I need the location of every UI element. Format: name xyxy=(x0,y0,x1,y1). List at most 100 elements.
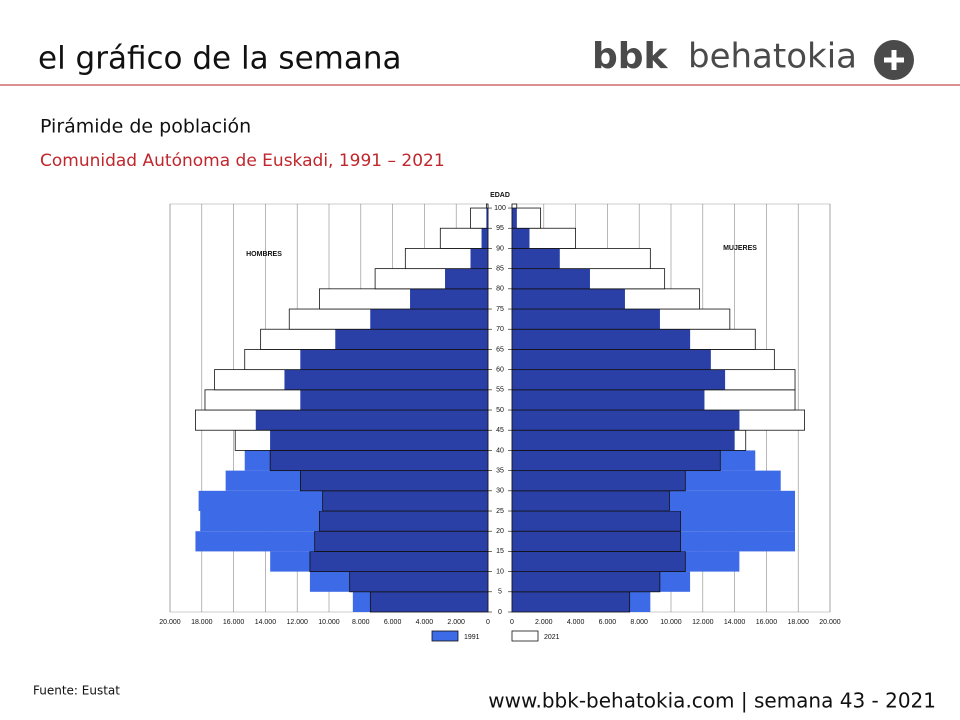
bar-overlap xyxy=(309,551,488,572)
bar-overlap xyxy=(512,531,681,552)
x-tick-label: 10.000 xyxy=(660,619,682,626)
x-tick-label: 4.000 xyxy=(416,619,434,626)
logo-brand: bbk xyxy=(592,36,669,77)
bar-overlap xyxy=(512,349,711,370)
footer: www.bbk-behatokia.com | semana 43 - 2021 xyxy=(488,689,936,713)
bar-2021-fill xyxy=(470,208,488,229)
y-tick-label: 30 xyxy=(496,488,504,495)
bar-overlap xyxy=(512,208,517,229)
header-title: el gráfico de la semana xyxy=(38,41,401,77)
bar-overlap xyxy=(314,531,488,552)
x-tick-label: 8.000 xyxy=(630,619,648,626)
bar-overlap xyxy=(512,430,735,451)
bar-overlap xyxy=(512,410,740,431)
bar-overlap xyxy=(512,329,691,350)
logo-name: behatokia xyxy=(688,37,857,77)
bar-overlap xyxy=(512,591,630,612)
y-tick-label: 35 xyxy=(496,467,504,474)
bar-2021 xyxy=(511,203,518,209)
legend-label: 1991 xyxy=(464,634,480,641)
bar-overlap xyxy=(349,571,488,592)
bar-2021 xyxy=(486,203,489,209)
x-tick-label: 18.000 xyxy=(787,619,809,626)
bar-overlap xyxy=(512,228,530,249)
bar-overlap xyxy=(322,490,488,512)
x-tick-label: 0 xyxy=(486,619,490,626)
bar-2021 xyxy=(470,207,489,229)
bar-2021-fill xyxy=(486,204,488,209)
bar-overlap xyxy=(512,268,590,289)
bar-overlap xyxy=(481,228,488,249)
group-label: MUJERES xyxy=(723,245,757,252)
x-tick-label: 12.000 xyxy=(286,619,308,626)
y-tick-label: 55 xyxy=(496,387,504,394)
bar-2021-fill xyxy=(512,204,517,209)
x-tick-label: 0 xyxy=(510,619,514,626)
bar-overlap xyxy=(270,430,488,451)
bar-overlap xyxy=(512,490,670,512)
y-tick-label: 90 xyxy=(496,245,504,252)
y-tick-label: 0 xyxy=(498,609,502,616)
bar-overlap xyxy=(370,309,488,330)
bar-overlap xyxy=(512,309,660,330)
y-tick-label: 100 xyxy=(494,205,506,212)
bar-overlap xyxy=(410,288,488,310)
y-tick-label: 25 xyxy=(496,508,504,515)
y-tick-label: 85 xyxy=(496,265,504,272)
bar-overlap xyxy=(284,369,488,390)
x-tick-label: 8.000 xyxy=(352,619,370,626)
y-tick-label: 5 xyxy=(498,589,502,596)
y-tick-label: 80 xyxy=(496,286,504,293)
bar-overlap xyxy=(255,410,488,431)
bar-2021-fill xyxy=(405,248,488,269)
y-tick-label: 70 xyxy=(496,326,504,333)
bar-overlap xyxy=(512,288,625,310)
bar-overlap xyxy=(319,511,488,532)
y-axis-label: EDAD xyxy=(490,192,510,199)
bar-overlap xyxy=(270,450,488,471)
chart-subtitle: Comunidad Autónoma de Euskadi, 1991 – 20… xyxy=(40,151,445,171)
x-tick-label: 14.000 xyxy=(724,619,746,626)
x-tick-label: 10.000 xyxy=(318,619,340,626)
x-tick-label: 18.000 xyxy=(191,619,213,626)
x-tick-label: 12.000 xyxy=(692,619,714,626)
bar-overlap xyxy=(486,208,488,229)
bar-overlap xyxy=(512,551,686,572)
y-tick-label: 65 xyxy=(496,346,504,353)
bar-overlap xyxy=(512,571,660,592)
bar-overlap xyxy=(445,268,488,289)
y-tick-label: 20 xyxy=(496,528,504,535)
y-tick-label: 40 xyxy=(496,447,504,454)
x-tick-label: 14.000 xyxy=(255,619,277,626)
x-tick-label: 4.000 xyxy=(567,619,585,626)
y-tick-label: 45 xyxy=(496,427,504,434)
logo-plus xyxy=(884,50,904,70)
legend-swatch xyxy=(511,630,539,642)
source: Fuente: Eustat xyxy=(33,684,120,698)
y-tick-label: 10 xyxy=(496,568,504,575)
legend-swatch xyxy=(431,630,459,642)
x-tick-label: 2.000 xyxy=(447,619,465,626)
bar-overlap xyxy=(512,470,686,491)
bar-overlap xyxy=(300,389,488,411)
bar-2021 xyxy=(511,227,576,249)
bar-overlap xyxy=(370,591,488,612)
bar-2021-fill xyxy=(440,228,488,249)
y-tick-label: 15 xyxy=(496,548,504,555)
x-tick-label: 16.000 xyxy=(756,619,778,626)
bar-overlap xyxy=(512,248,560,269)
bar-overlap xyxy=(335,329,488,350)
bar-overlap xyxy=(470,248,488,269)
group-label: HOMBRES xyxy=(246,251,282,258)
bar-2021 xyxy=(439,227,489,249)
bar-overlap xyxy=(512,369,726,390)
x-tick-label: 6.000 xyxy=(384,619,402,626)
chart-title: Pirámide de población xyxy=(40,116,251,138)
bar-2021 xyxy=(511,207,542,229)
bar-overlap xyxy=(300,349,488,370)
bar-overlap xyxy=(512,450,721,471)
y-tick-label: 95 xyxy=(496,225,504,232)
bar-overlap xyxy=(300,470,488,491)
bar-2021 xyxy=(511,248,651,270)
